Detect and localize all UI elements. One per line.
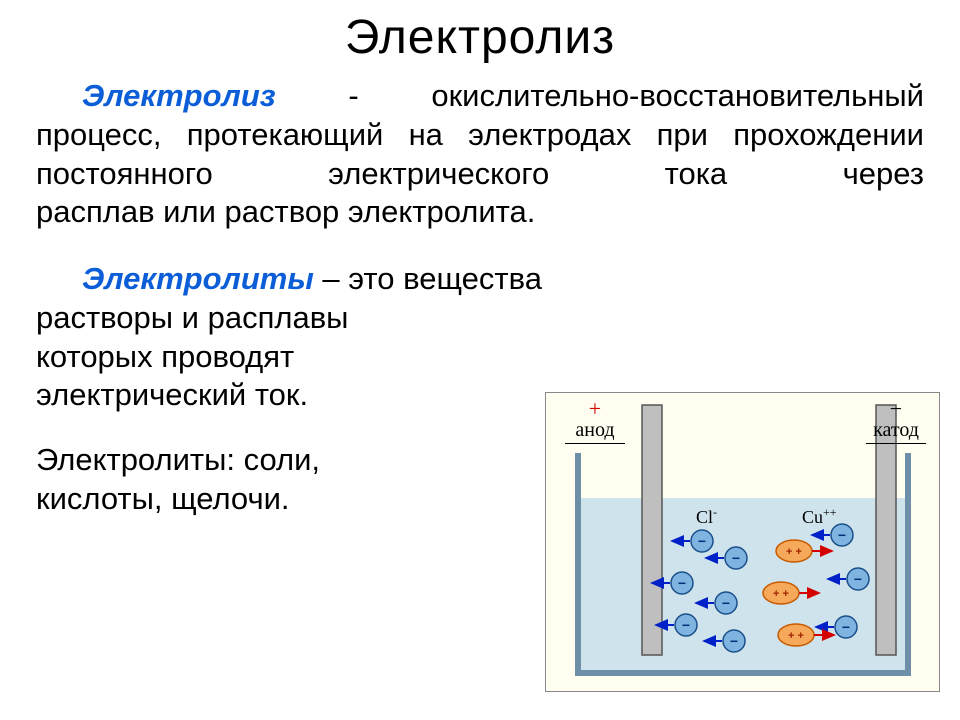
anode-label: + анод [560, 399, 630, 444]
svg-text:−: − [730, 633, 738, 649]
examples-line1: Электролиты: соли, [0, 441, 592, 480]
svg-text:−: − [722, 595, 730, 611]
definition-2b: растворы и расплавы [0, 299, 592, 338]
definition-2d: электрический ток. [0, 376, 592, 415]
definition-1-last: расплав или раствор электролита. [0, 193, 960, 232]
svg-text:−: − [838, 527, 846, 543]
cathode-label: − катод [861, 399, 931, 444]
svg-text:+ +: + + [786, 546, 802, 558]
svg-text:−: − [732, 550, 740, 566]
cu-ion-label: Cu++ [802, 505, 837, 528]
svg-text:−: − [698, 533, 706, 549]
electrolysis-diagram: + анод − катод Cl- Cu++ − − − − − − − − − + + + + +… [545, 392, 940, 692]
svg-text:−: − [854, 571, 862, 587]
term-electrolytes: Электролиты [82, 261, 314, 296]
definition-1: Электролиз - окислительно-восстановитель… [0, 77, 960, 193]
definition-2c: которых проводят [0, 338, 592, 377]
plus-icon: + [560, 399, 630, 419]
definition-2: Электролиты – это вещества [0, 260, 960, 299]
examples-line2: кислоты, щелочи. [0, 480, 592, 519]
slide-title: Электролиз [0, 0, 960, 65]
svg-text:−: − [678, 575, 686, 591]
svg-text:−: − [842, 619, 850, 635]
slide: Электролиз Электролиз - окислительно-вос… [0, 0, 960, 720]
minus-icon: − [861, 399, 931, 419]
svg-text:+ +: + + [773, 588, 789, 600]
svg-text:+ +: + + [788, 630, 804, 642]
svg-text:−: − [682, 617, 690, 633]
cl-ion-label: Cl- [696, 505, 717, 528]
term-electrolysis: Электролиз [82, 78, 276, 113]
